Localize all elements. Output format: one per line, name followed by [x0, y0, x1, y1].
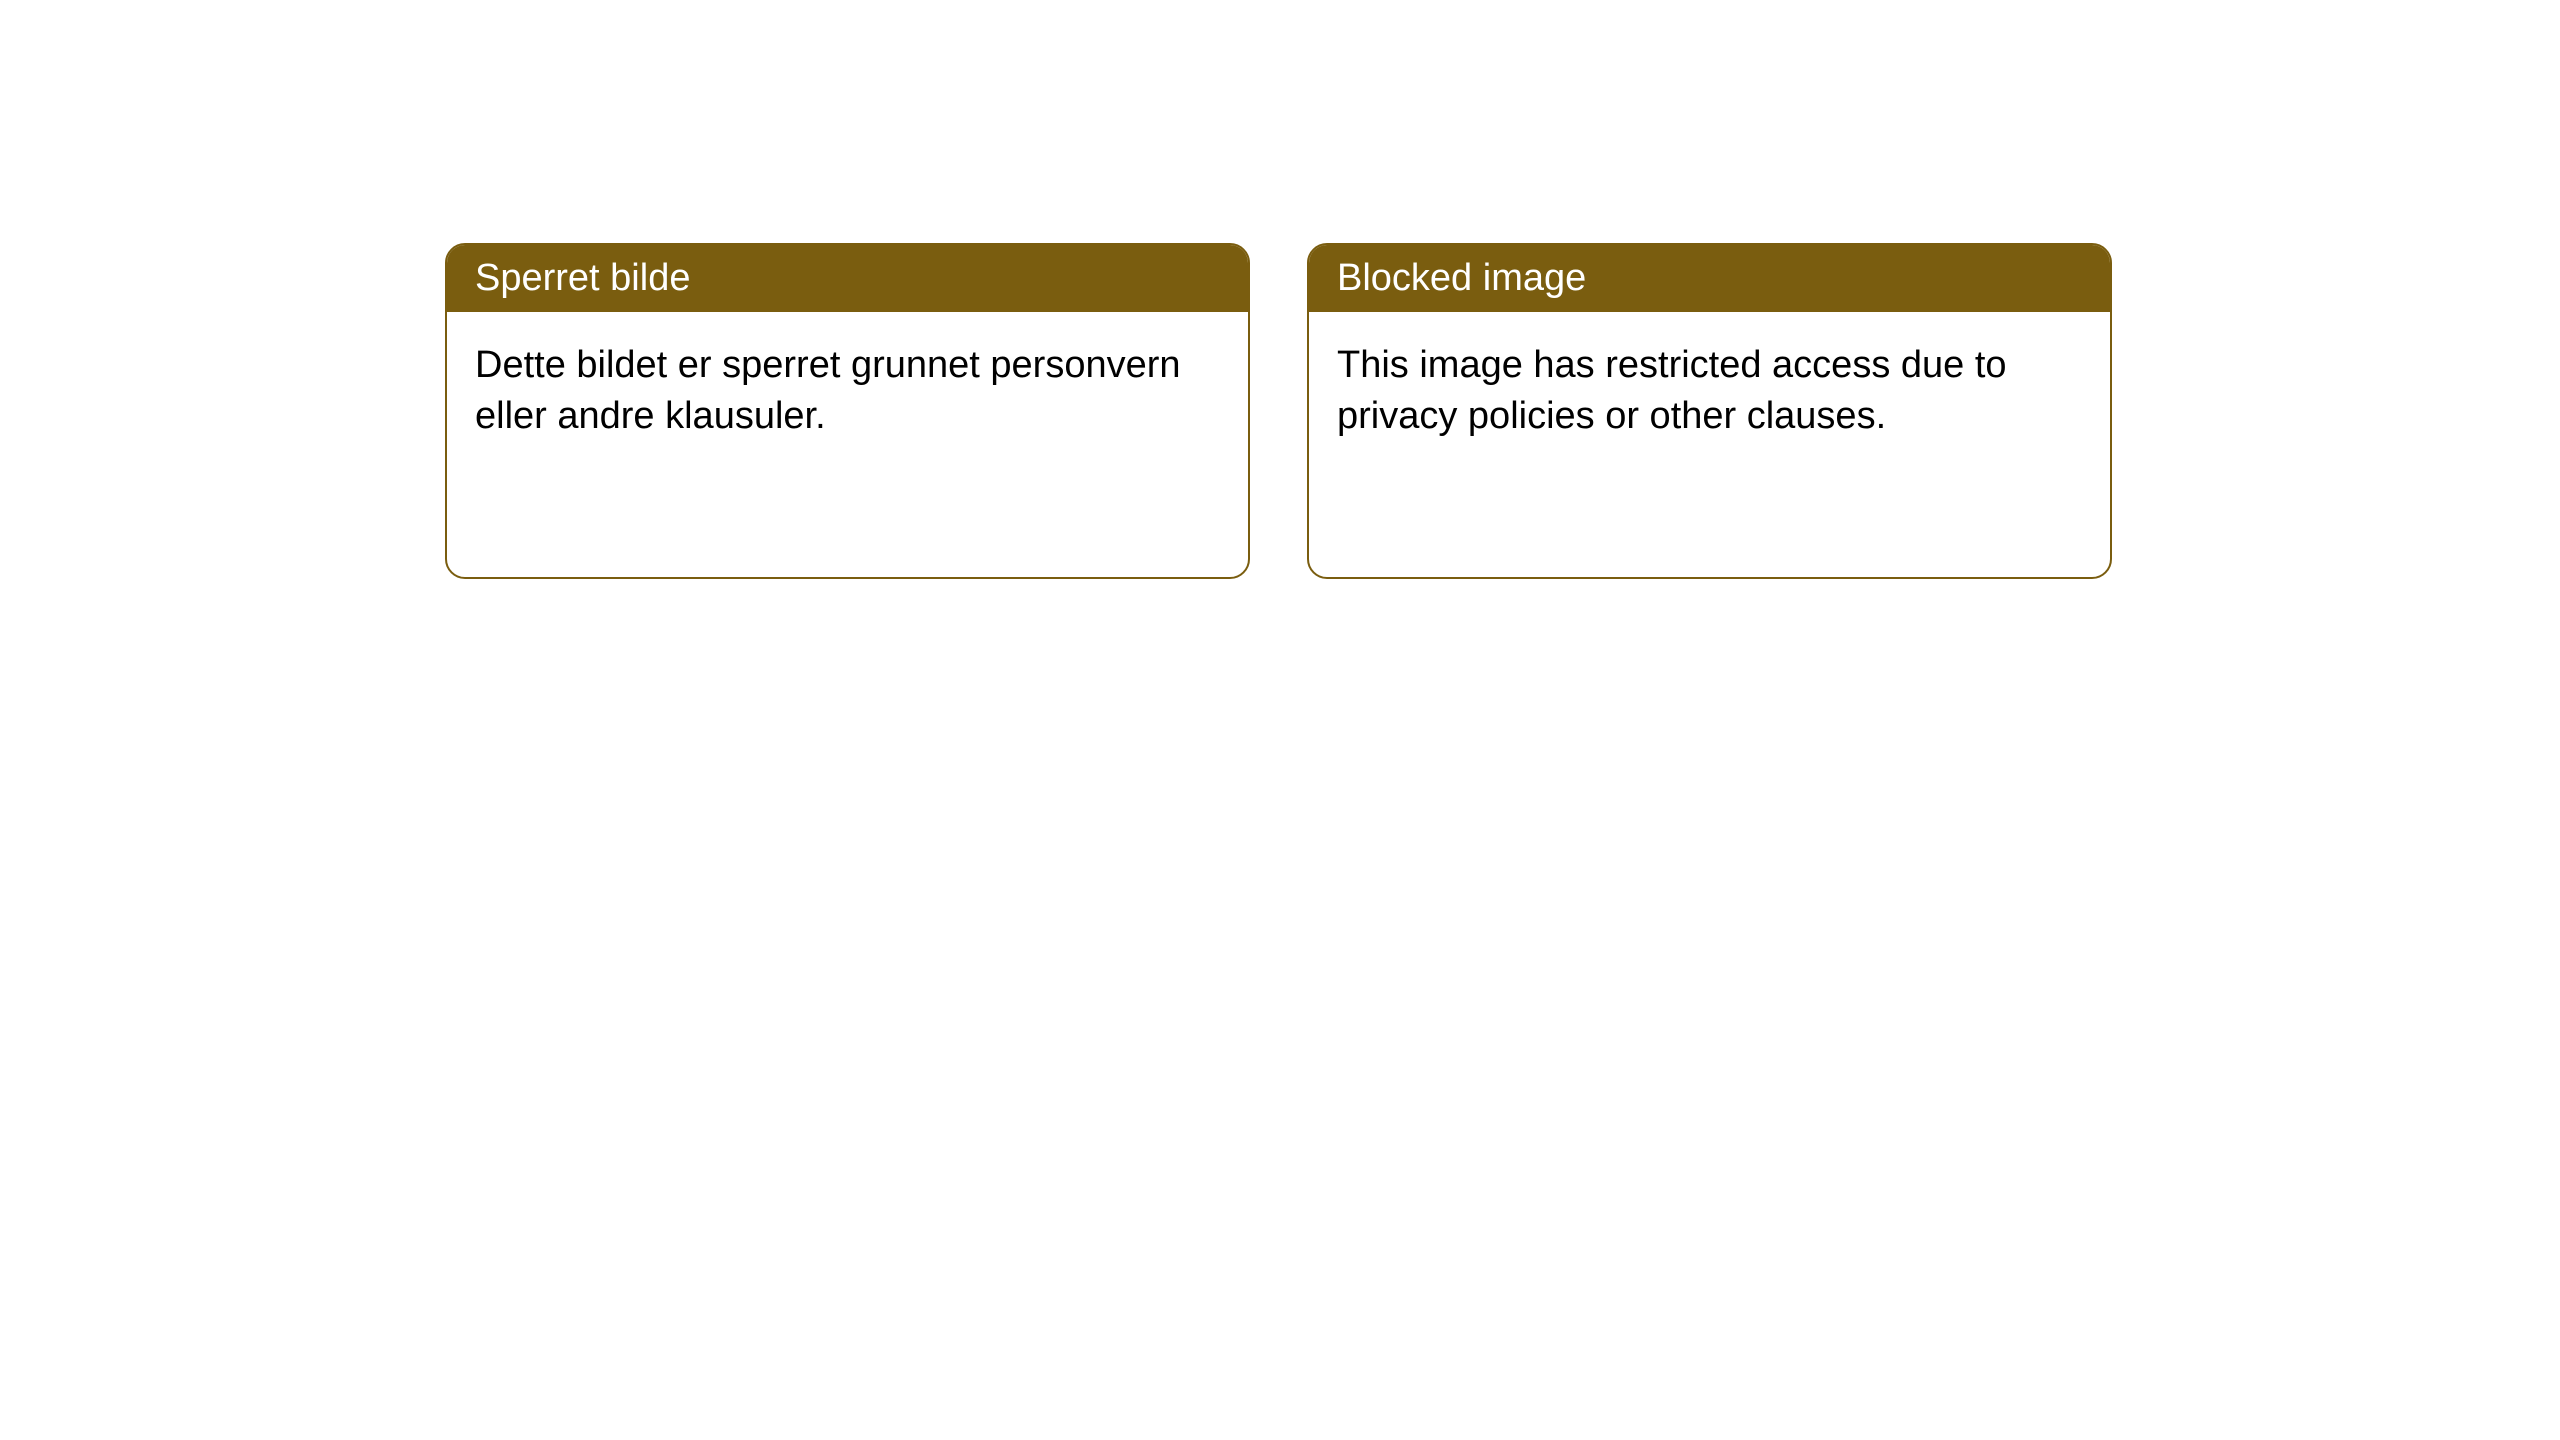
card-body-text: This image has restricted access due to …	[1337, 344, 2007, 437]
card-body: Dette bildet er sperret grunnet personve…	[447, 312, 1248, 471]
card-title: Sperret bilde	[475, 257, 690, 299]
card-header: Blocked image	[1309, 245, 2110, 312]
card-body: This image has restricted access due to …	[1309, 312, 2110, 471]
notice-card-norwegian: Sperret bilde Dette bildet er sperret gr…	[445, 243, 1250, 579]
notice-card-english: Blocked image This image has restricted …	[1307, 243, 2112, 579]
card-title: Blocked image	[1337, 257, 1586, 299]
notice-cards-container: Sperret bilde Dette bildet er sperret gr…	[0, 0, 2560, 579]
card-body-text: Dette bildet er sperret grunnet personve…	[475, 344, 1181, 437]
card-header: Sperret bilde	[447, 245, 1248, 312]
